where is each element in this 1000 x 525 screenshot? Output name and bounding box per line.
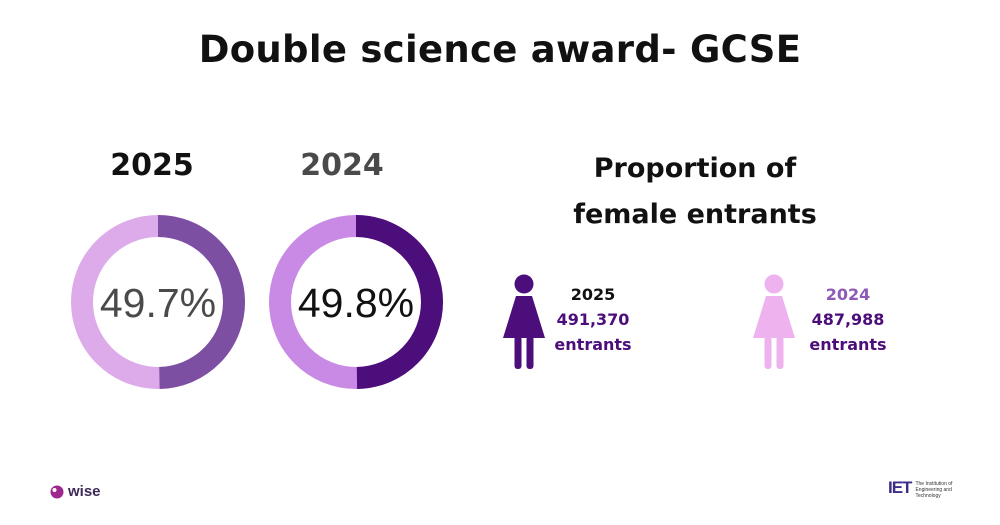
donut-slice-remainder [71, 215, 245, 389]
female-person-icon [503, 274, 545, 369]
donut-slice-value [157, 215, 245, 389]
wise-logo-text: wise [68, 483, 101, 500]
proportion-title-line2: female entrants [573, 199, 817, 230]
iet-logo: IET The Institution of Engineering and T… [888, 478, 977, 499]
wise-logo: wise [50, 483, 101, 500]
proportion-title: Proportion of female entrants [540, 146, 850, 238]
page-title: Double science award- GCSE [198, 28, 802, 71]
year-label-2025: 2025 [110, 148, 194, 183]
donut-slice-value [355, 215, 443, 389]
entrants-count: 487,988 [811, 310, 885, 329]
female-person-icon [753, 274, 795, 369]
donut-slice-remainder [269, 215, 443, 389]
entrants-year: 2025 [570, 285, 616, 304]
iet-logo-subtitle: The Institution of Engineering and Techn… [915, 481, 953, 499]
entrants-year: 2024 [825, 285, 871, 304]
entrants-2025: 2025 491,370 entrants [548, 282, 638, 357]
wise-logo-icon [50, 485, 64, 498]
proportion-title-line1: Proportion of [593, 153, 797, 184]
entrants-unit: entrants [554, 335, 632, 354]
entrants-unit: entrants [809, 335, 887, 354]
donut-value-label: 49.7% [100, 280, 216, 326]
entrants-2024: 2024 487,988 entrants [803, 282, 893, 357]
entrants-count: 491,370 [556, 310, 630, 329]
year-label-2024: 2024 [300, 148, 384, 183]
donut-value-label: 49.8% [298, 280, 414, 326]
iet-logo-mark: IET [888, 478, 912, 497]
